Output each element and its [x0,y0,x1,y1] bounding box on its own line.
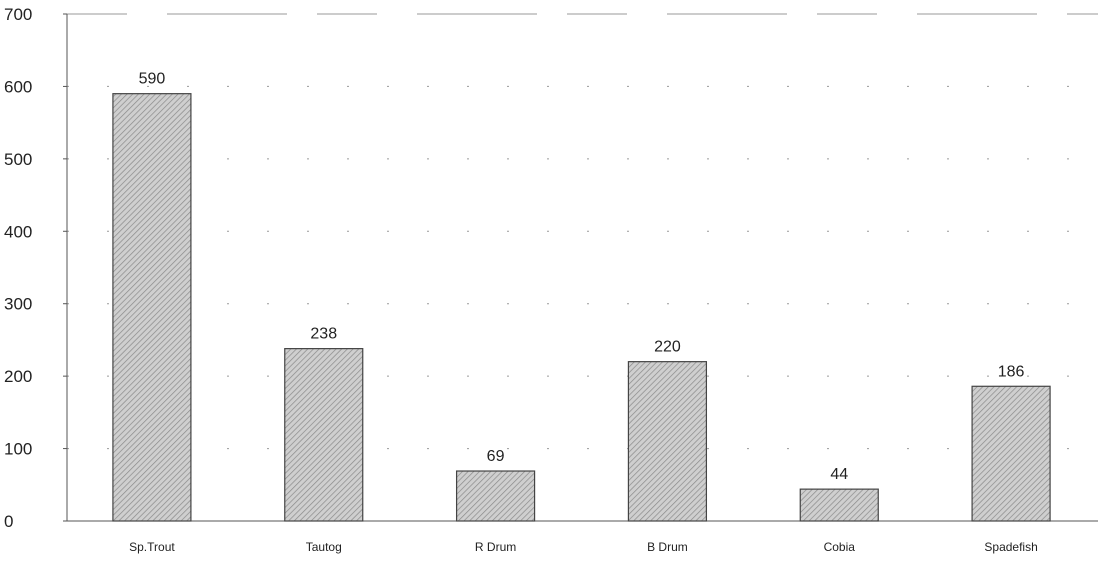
y-tick-label: 200 [4,367,32,386]
labels: 0 100 200 300 400 500 600 700 590 Sp.Trout 238 Taut… [4,5,1038,554]
bar [284,348,364,522]
x-category-label: Tautog [306,540,342,554]
bar [971,385,1051,522]
y-tick-label: 0 [4,512,13,531]
x-category-label: B Drum [647,540,688,554]
data-label: 590 [139,71,166,88]
x-category-label: Sp.Trout [129,540,175,554]
data-label: 220 [654,339,681,356]
bars [112,93,1051,522]
data-label: 238 [310,326,337,343]
y-tick-label: 300 [4,295,32,314]
data-label: 186 [998,363,1025,380]
y-tick-label: 600 [4,77,32,96]
bar [455,470,536,522]
bar [112,93,192,522]
bar [799,488,879,522]
data-label: 44 [830,466,848,483]
gridlines [67,13,1098,450]
bar [627,361,708,522]
y-tick-label: 400 [4,222,32,241]
data-label: 69 [487,448,505,465]
y-tick-label: 500 [4,150,32,169]
y-tick-label: 700 [4,5,32,24]
y-tick-label: 100 [4,440,32,459]
x-category-label: Cobia [824,540,856,554]
axes [63,13,1098,522]
x-category-label: Spadefish [984,540,1037,554]
x-category-label: R Drum [475,540,516,554]
